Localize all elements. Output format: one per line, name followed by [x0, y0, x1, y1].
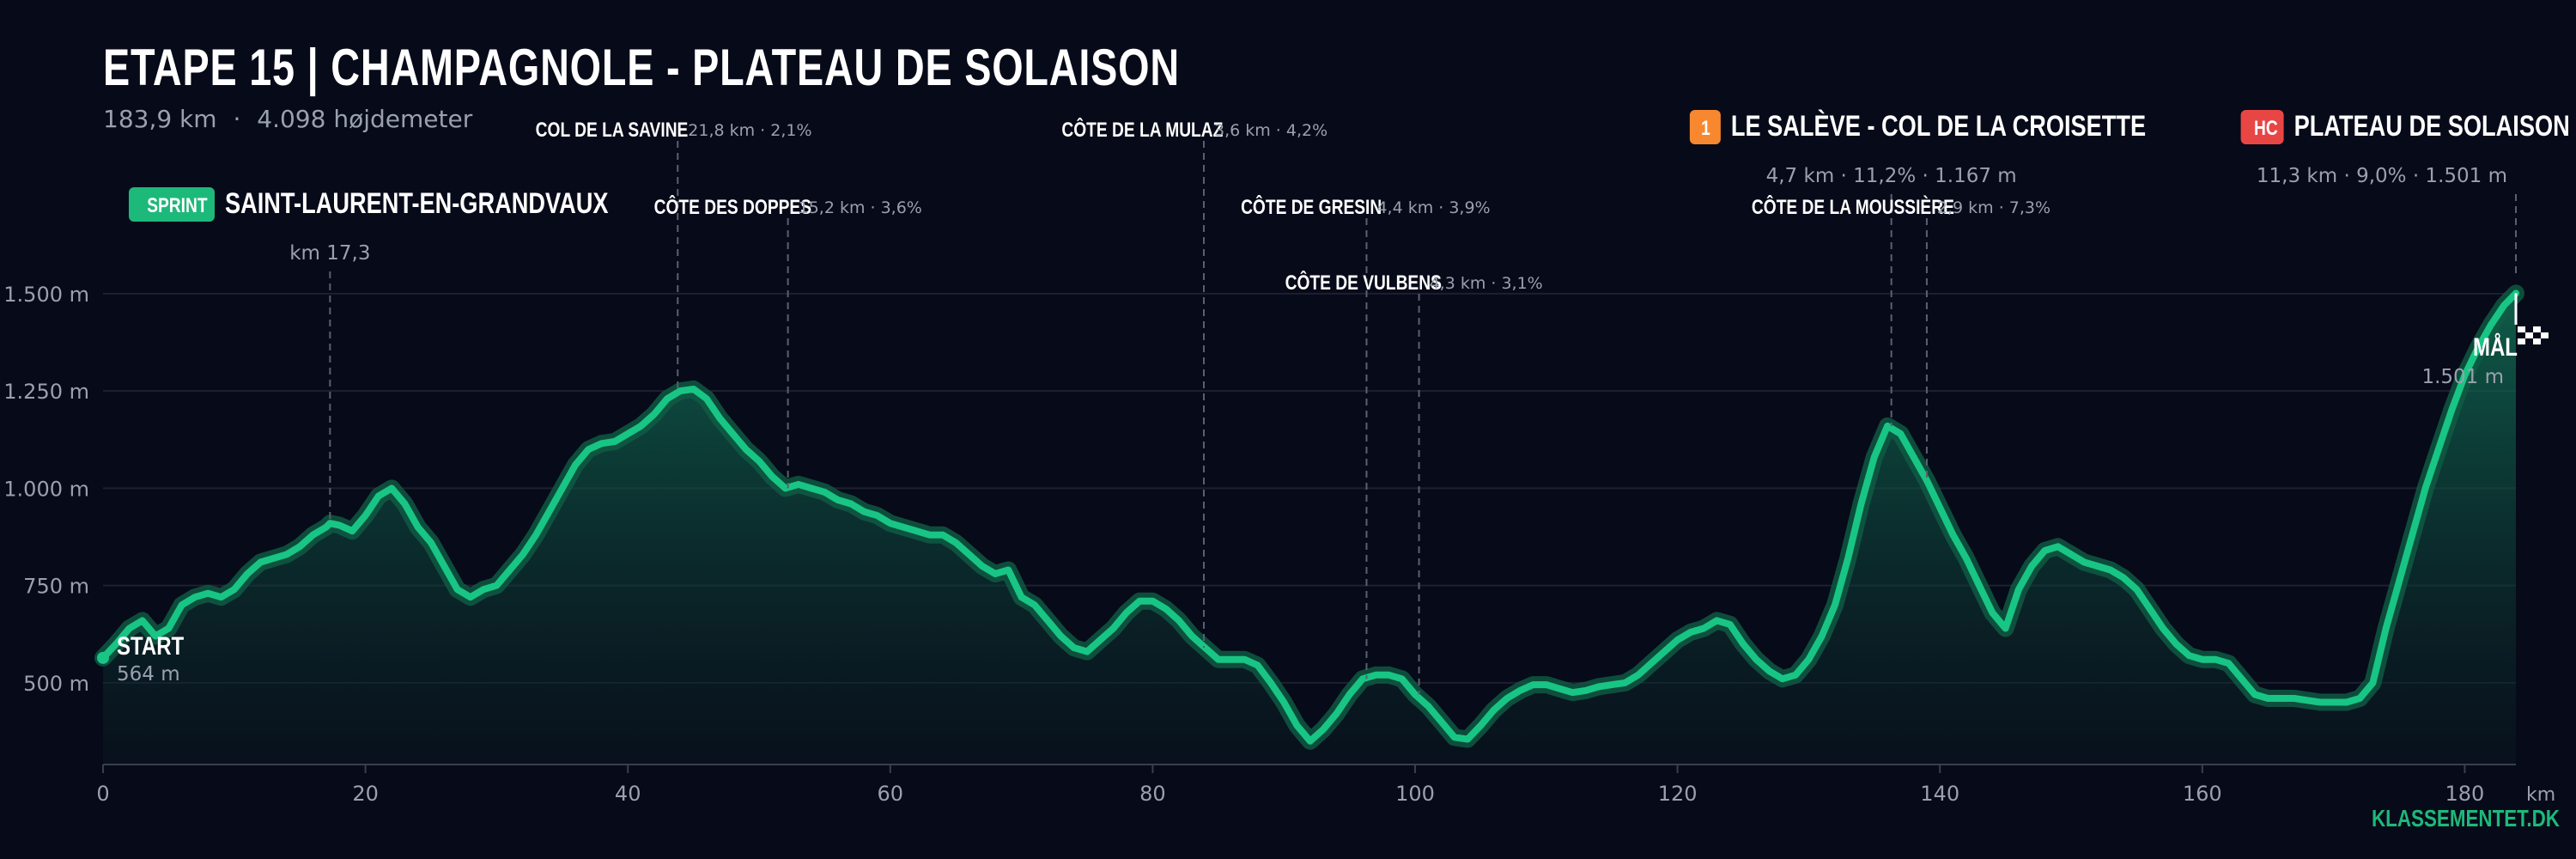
category-badge — [2240, 110, 2284, 144]
climb-detail: 11,3 km · 9,0% · 1.501 m — [2257, 165, 2507, 187]
start-elevation: 564 m — [117, 663, 180, 685]
stage-distance: 183,9 km — [103, 105, 217, 133]
y-tick-label: 1.000 m — [3, 477, 89, 501]
stage-elevation-gain: 4.098 højdemeter — [257, 105, 473, 133]
flag-cell — [2541, 338, 2549, 344]
climb-detail: 3,6 km · 4,2% — [1214, 121, 1327, 140]
flag-cell — [2518, 332, 2525, 338]
flag-cell — [2533, 332, 2541, 338]
x-tick-label: 160 — [2183, 782, 2222, 806]
climb-detail: 4,7 km · 11,2% · 1.167 m — [1766, 165, 2017, 187]
climb-name: CÔTE DE GRESIN — [1241, 195, 1382, 219]
climb-detail: km 17,3 — [289, 242, 370, 265]
category-badge — [129, 187, 215, 222]
y-tick-label: 1.500 m — [3, 283, 89, 307]
flag-cell — [2541, 326, 2549, 332]
page-title: ETAPE 15 | CHAMPAGNOLE - PLATEAU DE SOLA… — [103, 39, 1180, 96]
climb-detail: 15,2 km · 3,6% — [799, 198, 922, 217]
x-tick-label: 180 — [2445, 782, 2485, 806]
climb-detail: 4,3 km · 3,1% — [1430, 274, 1543, 293]
profile-line — [100, 289, 2519, 745]
x-tick-label: 0 — [96, 782, 109, 806]
category-badge — [1689, 110, 1721, 144]
profile-area — [103, 293, 2516, 765]
axis-layer: 500 m 750 m 1.000 m 1.250 m 1.500 m 0 20 40 60 80… — [3, 283, 2555, 806]
flag-cell — [2525, 326, 2533, 332]
y-tick-label: 750 m — [23, 575, 89, 599]
subtitle-separator: · — [233, 105, 241, 133]
x-tick-label: 120 — [1658, 782, 1698, 806]
finish-label: MÅL — [2473, 332, 2518, 361]
category-badge-label: HC — [2254, 116, 2278, 140]
x-tick-label: 80 — [1139, 782, 1166, 806]
finish-elevation: 1.501 m — [2421, 366, 2504, 388]
x-tick-label: 40 — [615, 782, 641, 806]
climb-name: CÔTE DES DOPPES — [654, 195, 811, 219]
climb-detail: 2,9 km · 7,3% — [1937, 198, 2050, 217]
climb-detail: 4,4 km · 3,9% — [1376, 198, 1490, 217]
stage-subtitle: 183,9 km · 4.098 højdemeter — [103, 105, 472, 133]
area-layer — [94, 284, 2524, 765]
climb-name: LE SALÈVE - COL DE LA CROISETTE — [1731, 109, 2146, 143]
x-tick-label: 100 — [1395, 782, 1435, 806]
category-badge-label: 1 — [1701, 116, 1710, 140]
climb-name: COL DE LA SAVINE — [536, 118, 689, 142]
flag-cell — [2525, 332, 2533, 338]
flag-cell — [2525, 338, 2533, 344]
climb-name: PLATEAU DE SOLAISON — [2294, 109, 2570, 143]
x-tick-label: 60 — [878, 782, 904, 806]
y-tick-label: 1.250 m — [3, 380, 89, 404]
finish-flag-icon — [2518, 326, 2549, 344]
flag-cell — [2518, 338, 2525, 344]
guide-layer — [329, 141, 2517, 695]
climb-name: SAINT-LAURENT-EN-GRANDVAUX — [225, 186, 609, 220]
flag-cell — [2541, 332, 2549, 338]
y-tick-label: 500 m — [23, 672, 89, 696]
flag-cell — [2533, 338, 2541, 344]
x-axis-unit: km — [2526, 784, 2555, 806]
climb-name: CÔTE DE LA MOUSSIÈRE — [1752, 195, 1954, 219]
x-tick-label: 140 — [1920, 782, 1959, 806]
start-label: START — [117, 631, 185, 660]
category-badge-label: SPRINT — [147, 193, 208, 217]
climb-name: CÔTE DE LA MULAZ — [1061, 118, 1223, 142]
label-layer: SPRINT SAINT-LAURENT-EN-GRANDVAUX km 17,3 C… — [97, 109, 2570, 832]
flag-cell — [2518, 326, 2525, 332]
start-dot — [97, 651, 109, 664]
brand-logo-text: KLASSEMENTET.DK — [2372, 806, 2561, 832]
x-tick-label: 20 — [352, 782, 379, 806]
climb-name: CÔTE DE VULBENS — [1285, 271, 1442, 295]
flag-cell — [2533, 326, 2541, 332]
climb-detail: 21,8 km · 2,1% — [688, 121, 811, 140]
